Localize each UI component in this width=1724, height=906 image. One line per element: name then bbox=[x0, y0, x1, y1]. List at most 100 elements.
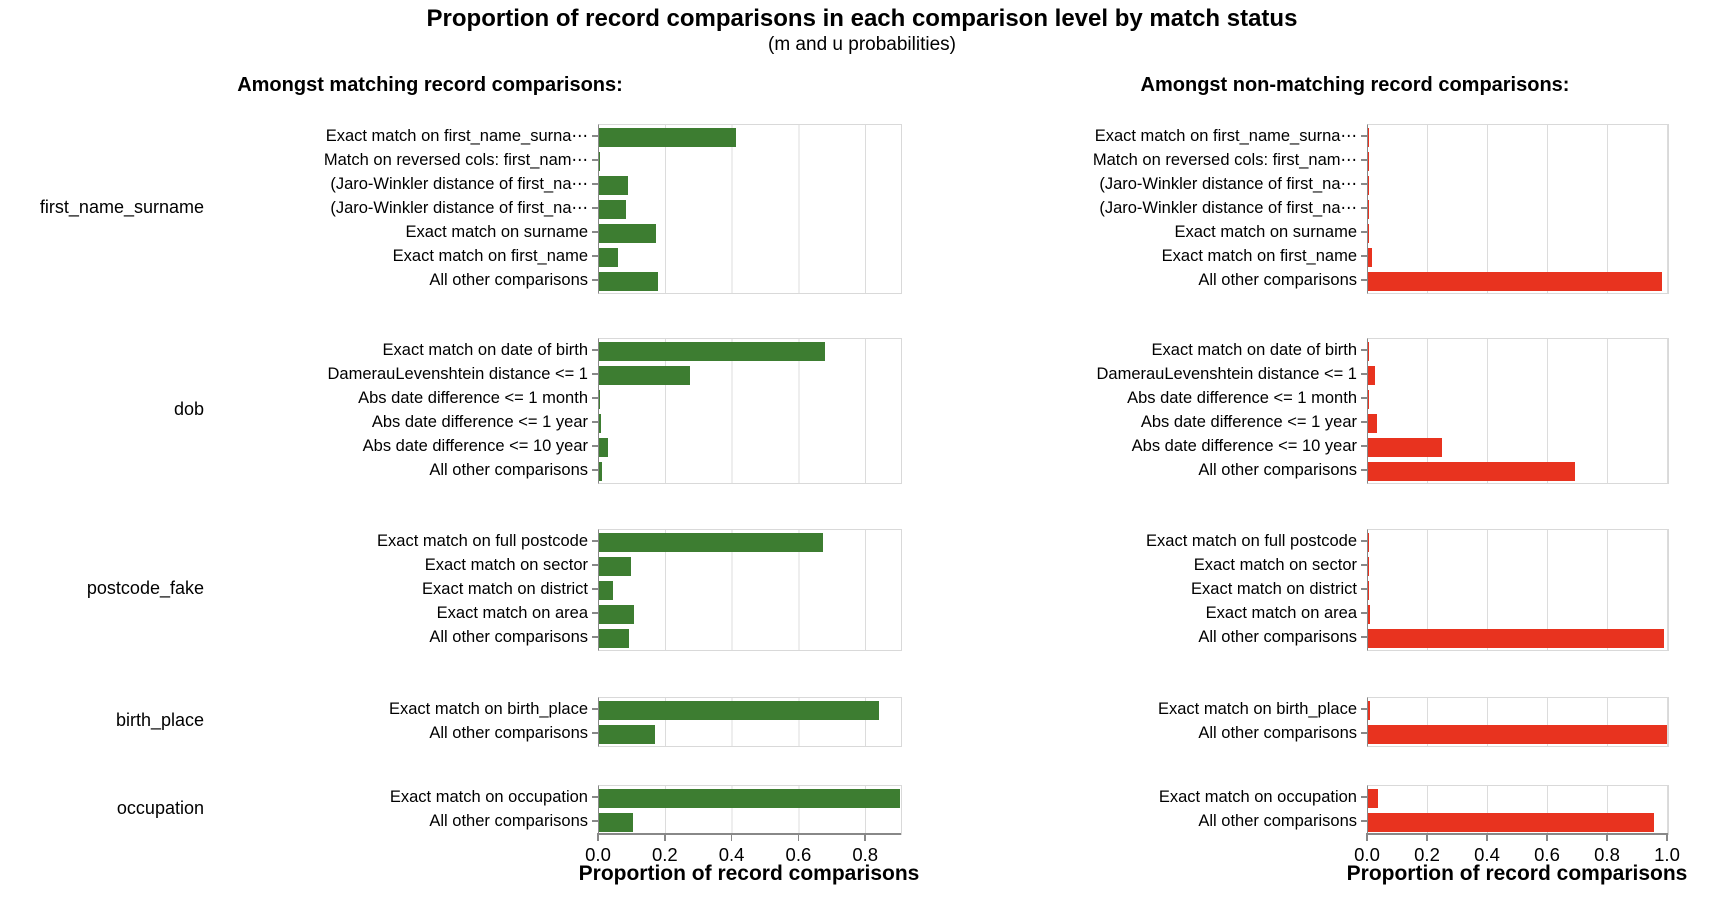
bar-row bbox=[1368, 245, 1668, 269]
category-label-row: Exact match on district bbox=[218, 577, 598, 601]
category-label: (Jaro-Winkler distance of first_na⋯ bbox=[1099, 175, 1357, 193]
x-axis-tick bbox=[1426, 835, 1428, 841]
axis-tick-dash bbox=[1361, 612, 1367, 614]
bar bbox=[599, 556, 631, 576]
chart-title: Proportion of record comparisons in each… bbox=[426, 5, 1298, 32]
plot-area-postcode_fake-non-match bbox=[1367, 529, 1669, 651]
category-label: Exact match on surname bbox=[405, 222, 589, 241]
category-label: Abs date difference <= 10 year bbox=[1131, 436, 1357, 455]
bar-row bbox=[599, 602, 901, 626]
axis-tick-dash bbox=[1361, 159, 1367, 161]
category-label: Exact match on first_name_surna⋯ bbox=[1094, 127, 1357, 145]
bar-row bbox=[1368, 269, 1668, 293]
axis-tick-dash bbox=[592, 445, 598, 447]
y-axis-labels-postcode_fake: Exact match on full postcode Exact match … bbox=[218, 529, 598, 649]
axis-tick-dash bbox=[592, 564, 598, 566]
axis-tick-dash bbox=[592, 732, 598, 734]
category-label-row: Exact match on date of birth bbox=[987, 338, 1367, 362]
category-label: Abs date difference <= 1 month bbox=[1127, 388, 1357, 407]
category-label: All other comparisons bbox=[429, 723, 588, 742]
axis-tick-dash bbox=[1361, 708, 1367, 710]
x-axis-tick-label: 0.8 bbox=[1594, 844, 1620, 865]
y-axis-labels-occupation: Exact match on occupation All other compa… bbox=[987, 785, 1367, 833]
category-label: All other comparisons bbox=[429, 627, 588, 646]
bar-row bbox=[1368, 810, 1668, 834]
category-label-row: Exact match on first_name bbox=[987, 244, 1367, 268]
category-label: Exact match on occupation bbox=[1158, 787, 1357, 806]
bar-row bbox=[1368, 411, 1668, 435]
category-label: All other comparisons bbox=[429, 460, 588, 479]
category-label: All other comparisons bbox=[1198, 460, 1357, 479]
x-axis-tick bbox=[730, 835, 733, 841]
x-axis-tick bbox=[1486, 835, 1488, 841]
category-label-row: Exact match on occupation bbox=[218, 785, 598, 809]
category-label-row: All other comparisons bbox=[987, 268, 1367, 292]
bar bbox=[1368, 199, 1369, 219]
plot-area-first_name_surname-match bbox=[598, 124, 902, 294]
bar-row bbox=[1368, 578, 1668, 602]
category-label: Exact match on sector bbox=[424, 555, 588, 574]
category-label: Exact match on full postcode bbox=[377, 531, 588, 550]
bar bbox=[599, 700, 879, 720]
axis-tick-dash bbox=[1361, 373, 1367, 375]
category-label-row: All other comparisons bbox=[218, 625, 598, 649]
plot-area-first_name_surname-non-match bbox=[1367, 124, 1669, 294]
plot-area-occupation-non-match bbox=[1367, 785, 1669, 835]
category-label-row: Exact match on full postcode bbox=[218, 529, 598, 553]
x-axis-tick-label: 0.0 bbox=[585, 844, 611, 865]
bar-row bbox=[599, 269, 901, 293]
axis-tick-dash bbox=[1361, 445, 1367, 447]
axis-tick-dash bbox=[1361, 231, 1367, 233]
bar bbox=[1368, 556, 1369, 576]
bar-row bbox=[1368, 125, 1668, 149]
axis-tick-dash bbox=[592, 255, 598, 257]
category-label: Exact match on full postcode bbox=[1146, 531, 1357, 550]
axis-tick-dash bbox=[1361, 421, 1367, 423]
category-label: Exact match on first_name_surna⋯ bbox=[325, 127, 588, 145]
axis-tick-dash bbox=[592, 636, 598, 638]
bar bbox=[1368, 628, 1664, 648]
category-label: Exact match on surname bbox=[1174, 222, 1358, 241]
row-group-label-postcode-fake: postcode_fake bbox=[86, 578, 204, 598]
category-label-row: All other comparisons bbox=[218, 809, 598, 833]
category-label: Exact match on district bbox=[422, 579, 588, 598]
bar-row bbox=[599, 411, 901, 435]
bar bbox=[599, 341, 826, 361]
x-axis-tick bbox=[797, 835, 800, 841]
y-axis-labels-birth_place: Exact match on birth_place All other comp… bbox=[218, 697, 598, 745]
category-label-row: Exact match on sector bbox=[218, 553, 598, 577]
bar-row bbox=[1368, 363, 1668, 387]
bar bbox=[599, 604, 634, 624]
bar-row bbox=[1368, 435, 1668, 459]
axis-tick-dash bbox=[592, 588, 598, 590]
y-axis-labels-first_name_surname: Exact match on first_name_surna⋯ Match on… bbox=[987, 124, 1367, 292]
category-label-row: (Jaro-Winkler distance of first_na⋯ bbox=[218, 196, 598, 220]
category-label-row: Exact match on full postcode bbox=[987, 529, 1367, 553]
category-label-row: Exact match on first_name_surna⋯ bbox=[987, 124, 1367, 148]
bar-row bbox=[599, 459, 901, 483]
axis-tick-dash bbox=[1361, 279, 1367, 281]
bar bbox=[599, 628, 629, 648]
category-label: DamerauLevenshtein distance <= 1 bbox=[1096, 364, 1357, 383]
category-label-row: Abs date difference <= 1 year bbox=[218, 410, 598, 434]
category-label: Match on reversed cols: first_nam⋯ bbox=[1092, 151, 1357, 169]
axis-tick-dash bbox=[592, 183, 598, 185]
plot-area-dob-match bbox=[598, 338, 902, 484]
axis-tick-dash bbox=[592, 349, 598, 351]
x-axis-tick bbox=[1546, 835, 1548, 841]
axis-tick-dash bbox=[1361, 469, 1367, 471]
bar-row bbox=[599, 530, 901, 554]
bar-row bbox=[1368, 339, 1668, 363]
category-label: Exact match on date of birth bbox=[1151, 340, 1357, 359]
category-label-row: (Jaro-Winkler distance of first_na⋯ bbox=[218, 172, 598, 196]
category-label: Exact match on area bbox=[1205, 603, 1357, 622]
bar bbox=[1368, 413, 1377, 433]
category-label-row: Exact match on area bbox=[218, 601, 598, 625]
x-axis-tick-label: 0.0 bbox=[1354, 844, 1380, 865]
axis-tick-dash bbox=[592, 231, 598, 233]
bar bbox=[1368, 700, 1370, 720]
category-label: Abs date difference <= 10 year bbox=[362, 436, 588, 455]
bar-row bbox=[599, 554, 901, 578]
category-label: Match on reversed cols: first_nam⋯ bbox=[323, 151, 588, 169]
axis-tick-dash bbox=[1361, 820, 1367, 822]
